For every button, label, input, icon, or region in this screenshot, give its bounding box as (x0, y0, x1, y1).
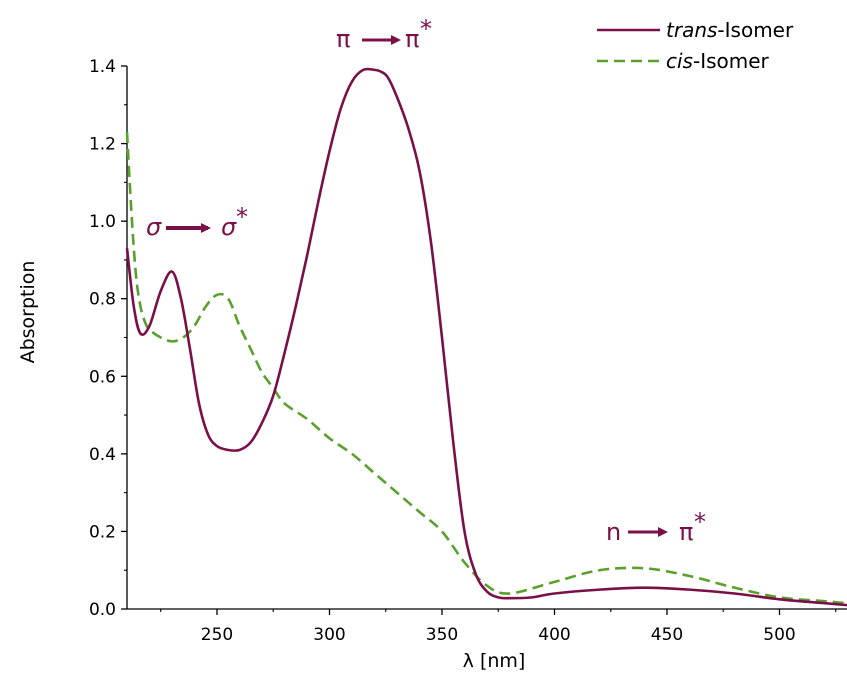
legend: trans-Isomer cis-Isomer (597, 18, 794, 73)
y-tick-label: 0.4 (89, 445, 116, 465)
annotation-sigma-sigma-star: σ σ * (146, 203, 248, 241)
annotation-pi-to: π (405, 25, 419, 53)
x-tick-label: 450 (651, 625, 683, 645)
x-tick-label: 300 (313, 625, 345, 645)
annotation-pi-from: π (336, 25, 350, 53)
x-ticks: 250 300 350 400 450 500 (160, 609, 837, 645)
y-tick-label: 0.6 (89, 367, 116, 387)
x-tick-label: 250 (201, 625, 233, 645)
legend-label-trans: trans-Isomer (666, 18, 794, 42)
y-axis-title: Absorption (17, 261, 39, 364)
annotation-sigma-to: σ (221, 213, 237, 241)
x-tick-label: 500 (763, 625, 795, 645)
x-tick-label: 400 (538, 625, 570, 645)
legend-label-cis: cis-Isomer (666, 49, 770, 73)
y-tick-label: 0.2 (89, 522, 116, 542)
y-tick-label: 1.4 (89, 57, 116, 77)
x-tick-label: 350 (426, 625, 458, 645)
y-tick-label: 0.8 (89, 290, 116, 310)
y-ticks: 0.0 0.2 0.4 0.6 0.8 1.0 1.2 1.4 (89, 57, 127, 620)
series-line-cis (125, 131, 847, 605)
y-tick-label: 1.2 (89, 135, 116, 155)
annotation-n-pi-star: n π * (606, 508, 706, 546)
x-axis-title: λ [nm] (463, 650, 526, 672)
y-tick-label: 0.0 (89, 600, 116, 620)
annotation-pi-pi-star: π π * (336, 15, 432, 53)
series-layer (125, 67, 847, 607)
annotation-n-to: π (679, 518, 693, 546)
annotation-n-from: n (606, 518, 621, 546)
annotation-sigma-from: σ (146, 213, 162, 241)
series-line-trans (125, 67, 847, 607)
y-tick-label: 1.0 (89, 212, 116, 232)
annotation-pi-star: * (420, 15, 432, 43)
annotation-sigma-star: * (236, 203, 248, 231)
annotation-n-star: * (694, 508, 706, 536)
